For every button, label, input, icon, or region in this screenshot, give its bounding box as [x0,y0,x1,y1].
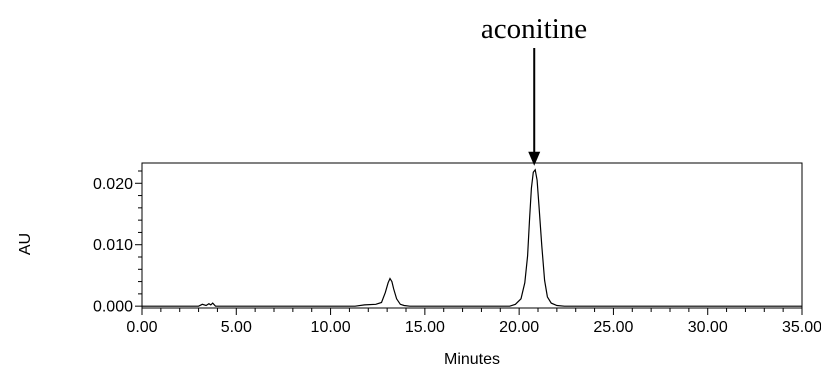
y-tick-label: 0.010 [93,237,133,254]
x-tick-label: 20.00 [499,319,539,336]
y-tick-label: 0.020 [93,176,133,193]
peak-annotation-label: aconitine [481,13,587,45]
x-tick-label: 10.00 [311,319,351,336]
x-tick-label: 0.00 [126,319,157,336]
chromatogram-trace [142,168,802,307]
x-tick-label: 25.00 [593,319,633,336]
x-tick-label: 35.00 [782,319,821,336]
minor-ticks [138,170,784,312]
y-axis: 0.000 0.010 0.020 [93,176,142,316]
x-tick-label: 5.00 [221,319,252,336]
y-tick-label: 0.000 [93,299,133,316]
x-tick-label: 30.00 [688,319,728,336]
plot-frame [141,162,803,309]
x-axis: 0.00 5.00 10.00 15.00 20.00 25.00 30.00 35.00 [126,308,821,336]
annotation-arrow-head [528,151,541,166]
x-tick-label: 15.00 [405,319,445,336]
y-axis-title: AU [17,233,34,255]
x-axis-title: Minutes [444,351,500,368]
